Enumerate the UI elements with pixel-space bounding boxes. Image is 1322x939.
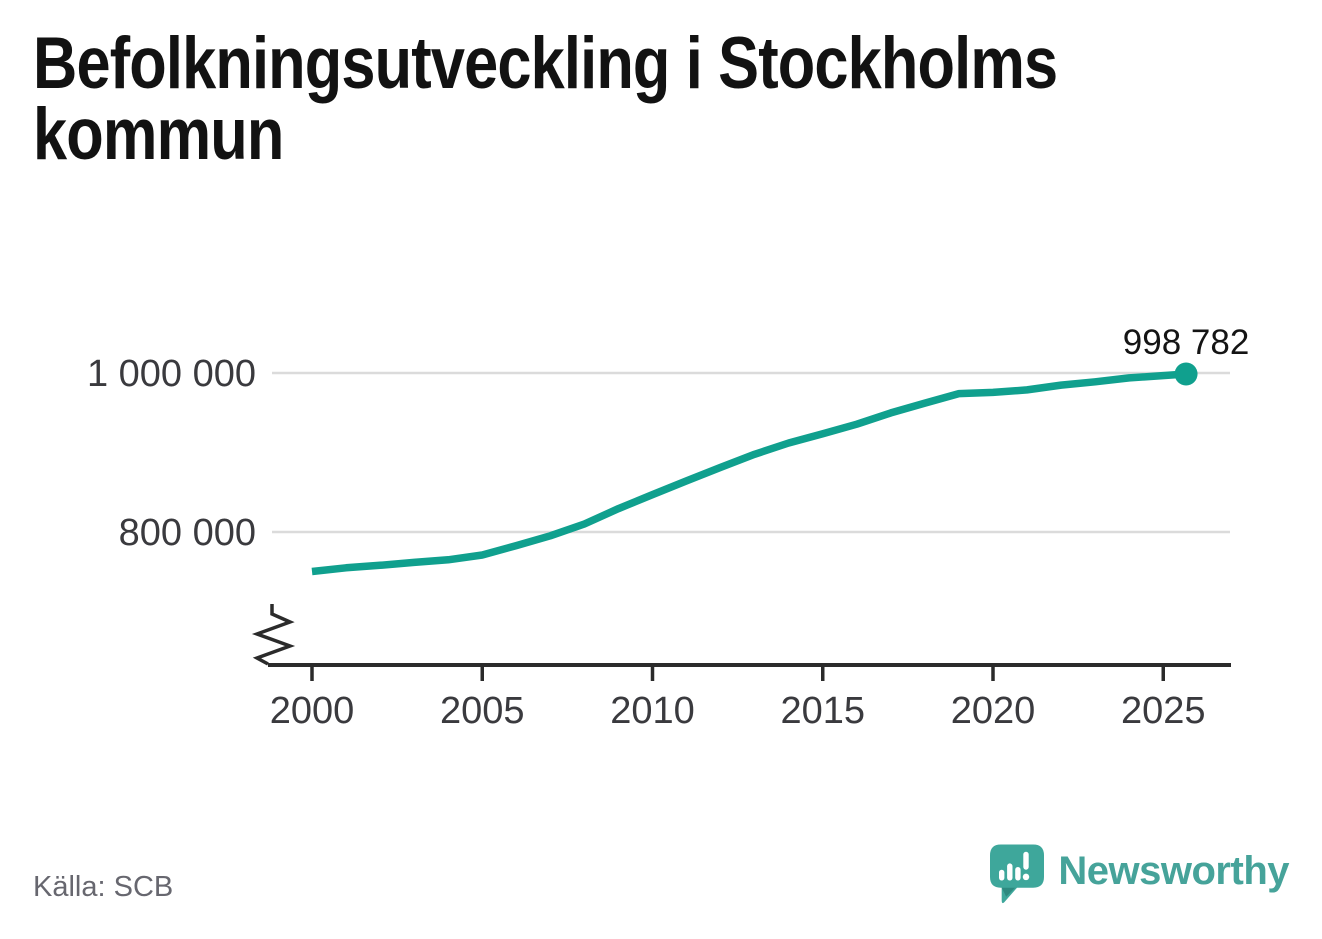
page-title: Befolkningsutveckling i Stockholms kommu… — [33, 27, 1058, 171]
y-tick-label: 1 000 000 — [87, 353, 256, 395]
page-title-line-1: Befolkningsutveckling i Stockholms — [33, 23, 1058, 104]
x-tick-label: 2005 — [440, 690, 525, 732]
newsworthy-wordmark: Newsworthy — [1058, 849, 1289, 893]
y-axis-labels: 1 000 000 800 000 — [87, 353, 256, 554]
x-tick-label: 2025 — [1121, 690, 1206, 732]
population-line-chart: 1 000 000 800 000 2000 2005 2010 2015 2020 202… — [87, 323, 1250, 732]
axis-break-zigzag — [251, 604, 296, 666]
population-line — [311, 370, 1187, 576]
x-tick-label: 2000 — [270, 690, 355, 732]
source-note: Källa: SCB — [33, 871, 174, 903]
latest-value-dot — [1174, 362, 1198, 386]
x-axis: 2000 2005 2010 2015 2020 2025 — [251, 604, 1231, 732]
x-tick-label: 2015 — [780, 690, 865, 732]
latest-value-label: 998 782 — [1123, 323, 1250, 362]
newsworthy-logo-icon — [990, 844, 1045, 904]
gridlines — [272, 371, 1230, 534]
x-tick-label: 2010 — [610, 690, 695, 732]
newsworthy-brand: Newsworthy — [990, 843, 1289, 909]
population-series: 998 782 — [311, 323, 1250, 576]
y-tick-label: 800 000 — [119, 512, 256, 554]
page-title-line-2: kommun — [33, 94, 284, 175]
x-tick-label: 2020 — [951, 690, 1036, 732]
